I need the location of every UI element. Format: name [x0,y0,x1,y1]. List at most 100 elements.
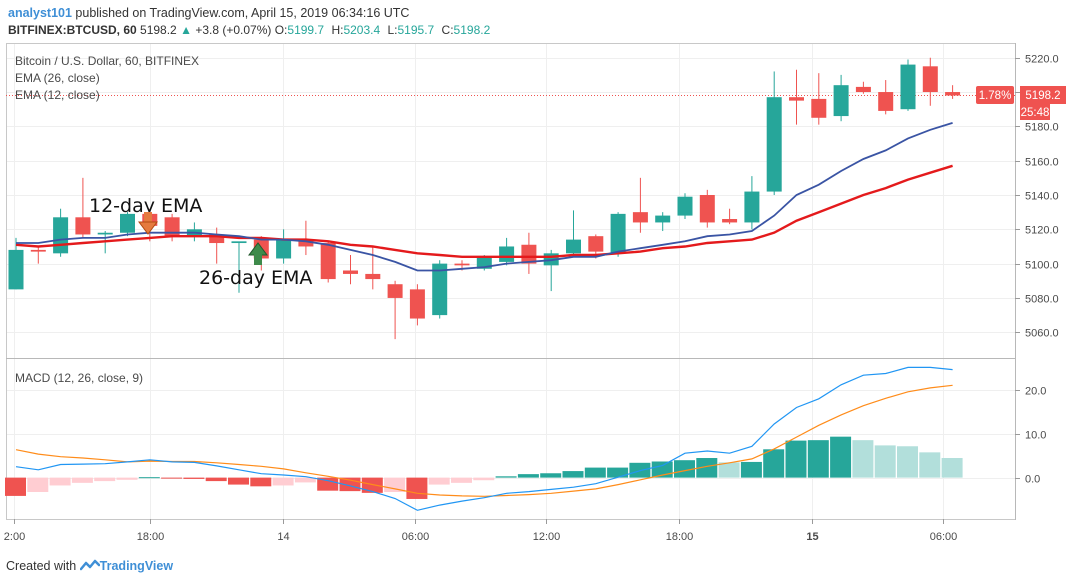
macd-histogram-bar [852,440,874,478]
countdown-label: 25:48 [1021,107,1050,119]
author-link[interactable]: analyst101 [8,6,72,20]
pct-label: 1.78% [979,90,1012,102]
macd-histogram-bar [5,477,26,496]
candle-body [499,246,515,262]
candle-body [588,236,604,252]
macd-histogram-bar [205,477,227,482]
candle-body [677,196,693,216]
candle-body [833,85,849,117]
candle [75,177,91,238]
candle-body [521,244,537,264]
candle [744,176,760,230]
chart-header: analyst101 published on TradingView.com,… [0,0,1073,42]
candle-body [878,92,894,111]
series-title: Bitcoin / U.S. Dollar, 60, BITFINEX [15,54,199,68]
arrow-down-icon [138,212,158,235]
macd-histogram-bar [830,436,852,478]
candle [499,237,515,266]
macd-histogram-bar [272,477,294,486]
ema26-legend[interactable]: EMA (26, close) [15,71,100,85]
candle [766,71,782,195]
candle-body [454,263,470,266]
candle [409,284,425,326]
candle [878,80,894,115]
candle [677,193,693,220]
candle [231,241,247,293]
macd-histogram-bar [428,477,450,485]
candle [789,69,804,125]
price-tick-label: 5180.0 [1025,122,1059,134]
pane-legend: Bitcoin / U.S. Dollar, 60, BITFINEX EMA … [15,54,199,385]
created-with-text: Created with [6,559,77,573]
price-tick-label: 5140.0 [1025,191,1059,203]
macd-histogram [5,436,963,499]
candle-body [209,234,225,244]
candle [566,210,581,257]
macd-histogram-bar [138,477,160,479]
last-price-label: 5198.2 [1025,90,1060,102]
macd-histogram-bar [674,460,695,478]
macd-histogram-bar [116,477,138,480]
candle-body [97,232,113,235]
candle [632,177,648,233]
publish-info: analyst101 published on TradingView.com,… [8,6,409,20]
pct-badge [976,86,1014,104]
high-value: 5203.4 [343,23,381,37]
time-axis[interactable]: 2:00 18:00 14 06:00 12:00 18:00 15 06:00 [4,519,957,543]
candle [320,241,336,283]
candle [209,227,225,264]
macd-histogram-bar [183,477,205,479]
candle-body [53,217,69,254]
tradingview-brand[interactable]: TradingView [99,559,174,573]
open-label: O: [274,23,288,37]
high-label: H: [331,23,344,37]
macd-histogram-bar [361,477,383,493]
macd-line [15,366,953,511]
candle [722,208,738,225]
open-value: 5199.7 [287,23,325,37]
candle-body [30,249,46,252]
macd-histogram-bar [785,440,807,478]
macd-lines [15,366,953,511]
ema26-line [15,164,953,258]
macd-histogram-bar [584,467,606,478]
symbol-label: BITFINEX:BTCUSD, 60 [8,23,137,37]
candle [521,232,537,274]
ema12-line [16,122,953,272]
candle [30,246,46,264]
price-tick-label: 5080.0 [1025,294,1059,306]
annotation-ema12: 12-day EMA [89,195,202,217]
time-tick-label: 12:00 [533,531,561,543]
candle [365,246,381,290]
macd-histogram-bar [897,446,918,478]
candle-body [610,213,626,254]
candle-body [343,270,358,274]
candle-body [8,249,24,290]
candle-body [75,217,91,235]
macd-histogram-bar [250,477,272,487]
chart-frame [6,43,1016,520]
grid-lines [6,44,1015,519]
macd-histogram-bar [473,477,495,481]
candle-body [387,284,403,298]
candle [855,81,871,94]
ema12-legend[interactable]: EMA (12, close) [15,88,100,102]
ema-lines [15,122,953,272]
macd-histogram-bar [451,477,472,483]
macd-legend[interactable]: MACD (12, 26, close, 9) [15,371,143,385]
candle [900,59,916,111]
published-text: published on TradingView.com, April 15, … [75,6,410,20]
macd-histogram-bar [941,458,963,478]
close-value: 5198.2 [453,23,491,37]
macd-histogram-bar [696,458,718,478]
candle-body [566,239,581,254]
candle-body [298,239,314,247]
macd-tick-label: 10.0 [1025,430,1046,442]
arrow-up-icon [248,242,268,265]
candle [610,212,626,257]
macd-histogram-bar [540,473,562,478]
candle [120,212,135,237]
candle-body [120,213,135,233]
macd-histogram-bar [406,477,428,499]
